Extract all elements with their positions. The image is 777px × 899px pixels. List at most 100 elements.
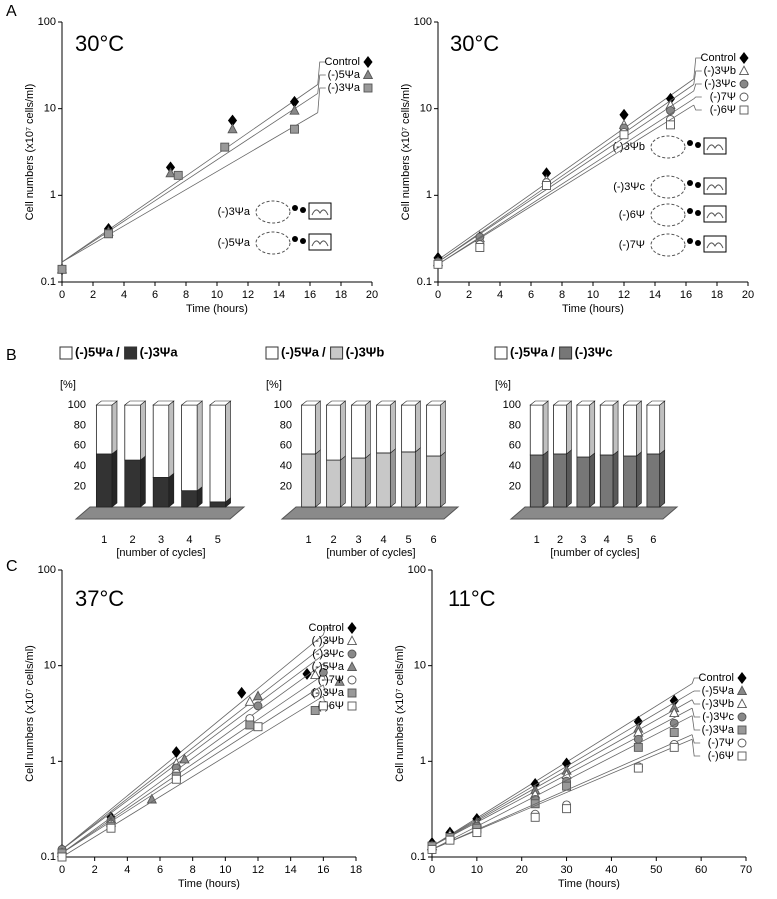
marker — [302, 667, 312, 680]
bar-top — [325, 400, 347, 406]
legend-swatch — [559, 346, 573, 360]
y-unit-label: [%] — [60, 379, 76, 391]
y-tick-label: 60 — [509, 440, 521, 452]
leader-line — [317, 74, 326, 94]
fit-line — [431, 683, 693, 847]
panel-label: B — [6, 347, 17, 364]
x-tick-label: 50 — [650, 864, 662, 876]
marker — [347, 649, 357, 659]
schematic-shape — [706, 242, 724, 249]
legend-label: (-)3Ψc — [702, 711, 734, 723]
bar-side-shade — [636, 401, 642, 456]
y-tick-label: 20 — [74, 481, 86, 493]
y-tick-label: 100 — [414, 16, 432, 28]
x-tick-label: 18 — [711, 289, 723, 301]
fit-line — [437, 78, 694, 261]
bar-segment — [95, 453, 113, 508]
y-tick-label: 1 — [426, 189, 432, 201]
leader-line — [322, 663, 332, 668]
marker — [244, 695, 255, 706]
schematic-box — [703, 137, 727, 155]
bar-top — [95, 400, 118, 406]
schematic-shape — [695, 182, 701, 188]
legend-swatch — [59, 346, 73, 360]
fit-line — [431, 734, 693, 850]
bar-side-shade — [140, 456, 146, 507]
schematic-label: (-)3Ψc — [613, 181, 645, 193]
x-tick-label: 2 — [466, 289, 472, 301]
y-tick-label: 1 — [50, 189, 56, 201]
x-tick-label: 14 — [273, 289, 285, 301]
bar-side-shade — [659, 401, 665, 454]
schematic-box — [703, 177, 727, 195]
bar-segment — [599, 454, 614, 508]
marker — [666, 120, 675, 130]
fit-line — [61, 663, 324, 854]
y-tick-label: 40 — [74, 460, 86, 472]
y-tick-label: 10 — [414, 660, 426, 672]
bar-side-shade — [225, 401, 231, 502]
legend-swatch — [124, 346, 138, 360]
x-tick-label: 4 — [380, 534, 386, 546]
schematic-shape — [650, 233, 686, 257]
x-tick-label: 8 — [559, 289, 565, 301]
y-tick-label: 10 — [44, 103, 56, 115]
y-tick-label: 80 — [74, 419, 86, 431]
bar-segment — [599, 404, 614, 456]
y-tick-label: 100 — [274, 399, 292, 411]
marker — [633, 742, 643, 752]
x-tick-label: 2 — [92, 864, 98, 876]
legend-separator: / — [116, 344, 120, 359]
marker — [57, 852, 67, 862]
marker — [106, 823, 116, 833]
marker — [165, 167, 176, 178]
schematic-shape — [695, 142, 701, 148]
bar-top — [425, 400, 447, 406]
legend-separator: / — [551, 344, 555, 359]
legend-label: (-)7Ψ — [708, 737, 734, 749]
bar-segment — [553, 453, 567, 508]
leader-line — [322, 684, 332, 694]
bar-segment — [351, 404, 366, 459]
legend-label: (-)3Ψc — [704, 78, 736, 90]
legend-label: (-)6Ψ — [710, 104, 736, 116]
bar-segment — [576, 456, 591, 508]
legend-label: (-)5Ψa — [510, 344, 549, 359]
legend-label: (-)3Ψa — [312, 687, 345, 699]
schematic-shape — [255, 231, 291, 255]
bar-segment — [209, 404, 227, 503]
leader-line — [691, 739, 701, 757]
y-tick-label: 100 — [38, 16, 56, 28]
bar-side-shade — [168, 401, 174, 478]
x-tick-label: 20 — [742, 289, 754, 301]
bar-top — [552, 400, 573, 406]
bar-side-shade — [566, 449, 572, 507]
x-tick-label: 0 — [59, 864, 65, 876]
bar-side-shade — [365, 454, 371, 507]
x-tick-label: 40 — [605, 864, 617, 876]
bar-top — [209, 400, 232, 406]
x-tick-label: 14 — [285, 864, 297, 876]
bar-segment — [623, 455, 637, 508]
x-axis-label: Time (hours) — [178, 878, 240, 890]
schematic-label: (-)6Ψ — [619, 209, 645, 221]
marker — [173, 170, 183, 180]
bar-side-shade — [390, 448, 396, 507]
marker — [737, 725, 747, 735]
schematic-shape — [706, 212, 724, 219]
x-axis-label: Time (hours) — [186, 303, 248, 315]
marker — [737, 712, 747, 722]
bar-side-shade — [440, 401, 446, 456]
x-tick-label: 12 — [242, 289, 254, 301]
annotation: 30°C — [75, 31, 124, 56]
panel-label: A — [6, 3, 17, 20]
legend-label: (-)5Ψa — [702, 685, 735, 697]
y-tick-label: 1 — [50, 755, 56, 767]
x-tick-label: 20 — [516, 864, 528, 876]
x-tick-label: 10 — [219, 864, 231, 876]
x-tick-label: 70 — [740, 864, 752, 876]
bar-side-shade — [340, 401, 346, 461]
y-tick-label: 40 — [280, 460, 292, 472]
schematic-shape — [255, 200, 291, 224]
